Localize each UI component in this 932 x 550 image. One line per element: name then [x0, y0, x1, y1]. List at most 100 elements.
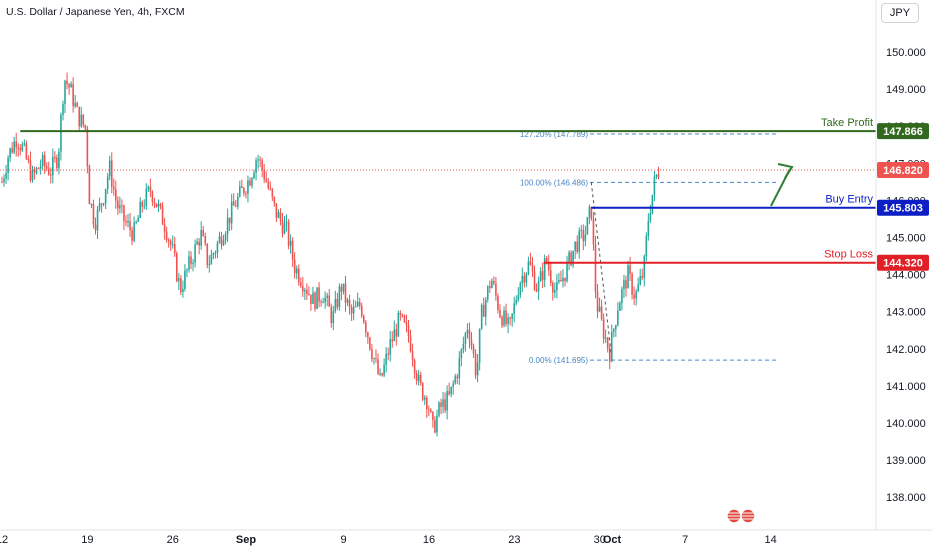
candle-body	[399, 312, 402, 315]
candle-body	[486, 286, 489, 300]
candle-body	[576, 241, 579, 253]
candle-body	[505, 310, 507, 325]
candle-body	[405, 321, 408, 325]
candle-body	[326, 295, 329, 298]
candle-body	[564, 277, 566, 282]
stop-loss-label: Stop Loss	[824, 249, 873, 261]
candle-body	[413, 360, 416, 374]
buy-entry-label: Buy Entry	[825, 194, 873, 206]
candle-body	[173, 244, 176, 254]
candle-body	[531, 264, 534, 272]
candle-body	[232, 201, 235, 206]
candle-body	[430, 410, 432, 412]
price-badges: 147.866 145.803 144.320 146.820	[877, 123, 929, 271]
candle-body	[33, 170, 36, 173]
candle-body	[178, 278, 180, 282]
fib-level-label: 127.20% (147.789)	[520, 130, 588, 139]
y-tick-label: 142.000	[886, 344, 926, 356]
event-icons[interactable]	[726, 508, 756, 524]
candle-body	[7, 157, 9, 174]
candle-body	[257, 159, 259, 161]
candle-body	[446, 391, 448, 411]
candle-body	[371, 349, 373, 359]
candle-body	[456, 376, 459, 379]
candle-body	[9, 148, 11, 158]
candle-body	[281, 220, 284, 234]
candle-body	[13, 141, 15, 153]
candles	[1, 72, 660, 437]
y-tick-label: 140.000	[886, 418, 926, 430]
candle-body	[385, 353, 387, 365]
candle-body	[525, 273, 528, 283]
candle-body	[23, 143, 26, 145]
candle-body	[464, 333, 467, 344]
candle-body	[259, 159, 261, 161]
candle-body	[31, 170, 34, 181]
candle-body	[239, 186, 241, 197]
candle-body	[539, 271, 542, 282]
candle-body	[5, 173, 7, 179]
candle-body	[133, 222, 135, 241]
candle-body	[224, 234, 227, 241]
candle-body	[421, 383, 424, 400]
fib-level-label: 0.00% (141.695)	[529, 356, 588, 365]
candle-body	[88, 166, 91, 205]
candle-body	[115, 189, 117, 201]
candle-body	[78, 106, 81, 127]
candle-body	[403, 315, 406, 322]
y-tick-label: 149.000	[886, 84, 926, 96]
candle-body	[159, 203, 162, 206]
candle-body	[619, 303, 621, 311]
candle-body	[425, 397, 428, 410]
candle-body	[493, 280, 495, 284]
fib-level-label: 100.00% (146.486)	[520, 178, 588, 187]
candle-body	[165, 231, 168, 241]
candle-body	[574, 241, 576, 251]
candle-body	[192, 262, 194, 264]
candle-body	[80, 114, 83, 127]
candle-body	[352, 307, 355, 314]
candle-body	[383, 364, 385, 376]
candle-body	[428, 409, 430, 411]
candle-body	[47, 168, 50, 175]
candle-body	[149, 186, 152, 192]
candle-body	[610, 331, 613, 362]
buy-entry-price-text: 145.803	[883, 203, 923, 215]
candle-body	[369, 337, 371, 350]
candle-body	[358, 301, 361, 306]
us-flag-stripes-icon	[742, 512, 754, 520]
candle-body	[279, 212, 282, 221]
candle-body	[562, 277, 564, 282]
candle-body	[17, 147, 20, 149]
candle-body	[495, 283, 497, 296]
candle-body	[533, 271, 536, 290]
currency-button[interactable]: JPY	[881, 3, 919, 23]
candle-body	[474, 353, 477, 376]
candle-body	[104, 189, 107, 204]
candle-body	[147, 186, 150, 189]
candle-body	[379, 373, 381, 375]
candle-body	[617, 310, 619, 326]
candle-body	[66, 80, 68, 85]
candle-body	[462, 343, 465, 350]
y-tick-label: 145.000	[886, 233, 926, 245]
candle-body	[545, 258, 548, 263]
candle-body	[304, 290, 306, 292]
take-profit-price-text: 147.866	[883, 126, 923, 138]
candle-body	[90, 204, 93, 206]
candle-body	[584, 234, 587, 241]
candle-body	[507, 317, 509, 325]
candle-body	[641, 275, 644, 278]
candle-body	[208, 264, 211, 266]
candle-body	[64, 80, 66, 104]
candle-body	[291, 240, 294, 260]
candle-body	[529, 261, 532, 265]
candle-body	[163, 224, 166, 232]
candle-body	[566, 261, 568, 282]
candle-body	[21, 144, 24, 151]
candle-body	[226, 217, 229, 235]
candle-body	[255, 160, 257, 173]
candle-body	[623, 280, 625, 290]
candle-body	[637, 284, 639, 292]
